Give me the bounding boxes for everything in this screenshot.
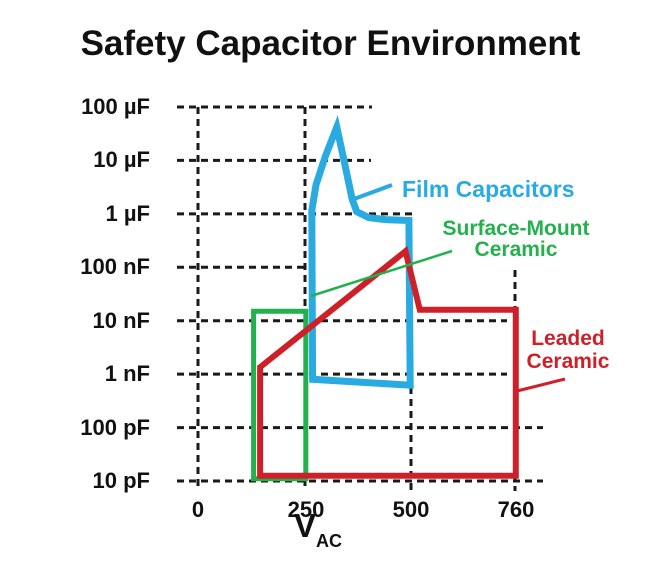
x-tick-760: 760: [497, 497, 535, 522]
y-tick-1nF: 1 nF: [104, 361, 150, 386]
leaded-ceramic-leader-line: [516, 377, 566, 393]
chart-title: Safety Capacitor Environment: [80, 24, 581, 63]
x-tick-0: 0: [191, 497, 205, 522]
surface-mount-ceramic-label: Surface-Mount Ceramic: [440, 218, 592, 260]
leaded-ceramic-label: Leaded Ceramic: [522, 327, 614, 373]
y-tick-10pF: 10 pF: [92, 468, 150, 493]
capacitor-regions: [251, 115, 519, 482]
region-leaded-ceramic: [257, 245, 519, 479]
y-tick-10nF: 10 nF: [92, 308, 150, 333]
x-axis-title: VAC: [294, 508, 342, 557]
x-tick-500: 500: [392, 497, 430, 522]
film-capacitors-leader-line: [353, 183, 393, 201]
surface-mount-ceramic-label-line1: Surface-Mount: [442, 217, 590, 240]
film-capacitors-label: Film Capacitors: [402, 176, 575, 202]
surface-mount-ceramic-label-line2: Ceramic: [474, 238, 558, 261]
leaded-ceramic-label-line2: Ceramic: [526, 350, 610, 373]
region-film-capacitors: [308, 115, 414, 389]
y-tick-100uF: 100 µF: [81, 94, 150, 119]
y-tick-100nF: 100 nF: [80, 254, 150, 279]
x-tick-250: 250: [287, 497, 325, 522]
y-tick-1uF: 1 µF: [105, 201, 150, 226]
surface-mount-ceramic-leader-line: [310, 249, 453, 298]
x-axis-title-sub: AC: [316, 530, 343, 551]
x-axis-title-main: V: [294, 507, 317, 544]
y-tick-10uF: 10 µF: [93, 147, 150, 172]
y-tick-100pF: 100 pF: [80, 415, 150, 440]
gridlines: [177, 105, 543, 491]
leaded-ceramic-label-line1: Leaded: [531, 327, 605, 350]
